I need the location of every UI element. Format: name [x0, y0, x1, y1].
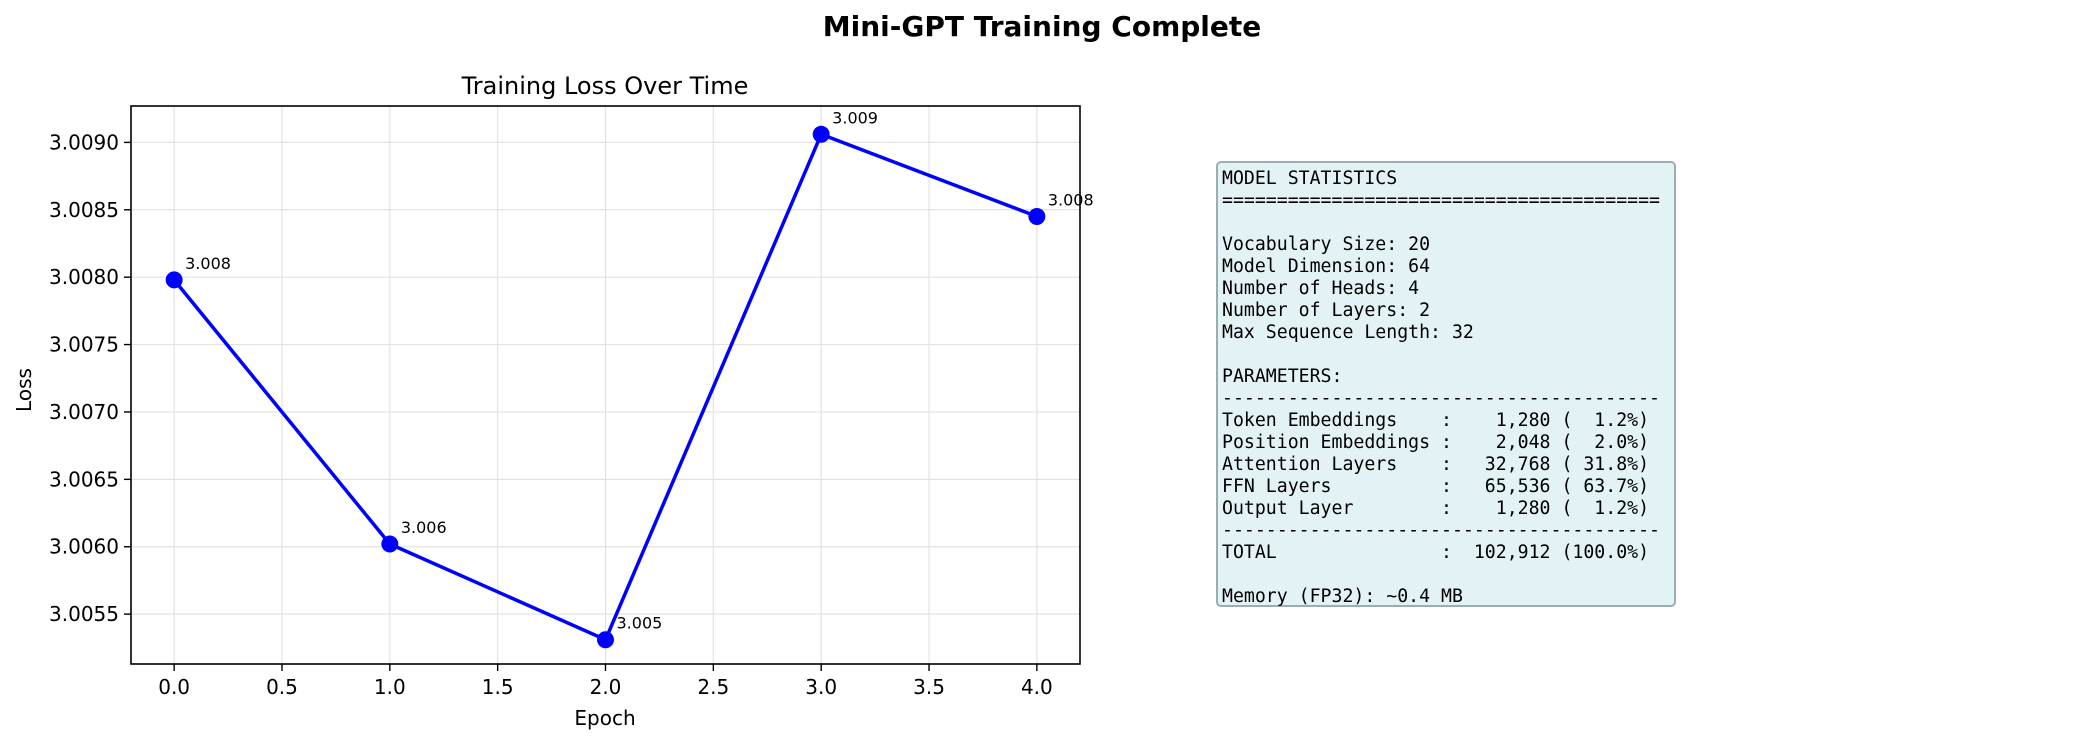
loss-series	[165, 125, 1046, 649]
model-statistics-text: MODEL STATISTICS =======================…	[1222, 168, 1660, 607]
x-tick-label: 2.0	[590, 675, 622, 699]
y-tick-label: 3.0075	[49, 333, 119, 357]
chart-title: Training Loss Over Time	[461, 72, 749, 100]
grid	[131, 106, 1080, 664]
x-tick-label: 3.5	[913, 675, 945, 699]
x-tick-label: 0.0	[158, 675, 190, 699]
data-point	[165, 271, 183, 289]
data-label: 3.005	[617, 614, 663, 633]
model-statistics-panel: MODEL STATISTICS =======================…	[1216, 161, 1676, 607]
y-tick-label: 3.0080	[49, 265, 119, 289]
y-tick-label: 3.0085	[49, 198, 119, 222]
data-label: 3.008	[1048, 191, 1094, 210]
y-tick-label: 3.0055	[49, 602, 119, 626]
x-tick-label: 0.5	[266, 675, 298, 699]
y-tick-label: 3.0060	[49, 535, 119, 559]
x-tick-label: 1.0	[374, 675, 406, 699]
y-tick-label: 3.0070	[49, 400, 119, 424]
x-tick-label: 1.5	[482, 675, 514, 699]
x-axis-label: Epoch	[574, 706, 635, 730]
y-tick-label: 3.0065	[49, 467, 119, 491]
axis-ticks: 0.0 0.5 1.0 1.5 2.0 2.5 3.0 3.5 4.0 3.0055 3.0060 3…	[49, 130, 1053, 699]
data-label: 3.006	[401, 518, 447, 537]
x-tick-label: 2.5	[697, 675, 729, 699]
data-point	[597, 631, 614, 649]
x-tick-label: 4.0	[1021, 675, 1053, 699]
x-tick-label: 3.0	[805, 675, 837, 699]
data-labels: 3.008 3.006 3.005 3.009 3.008	[185, 108, 1094, 632]
figure-suptitle: Mini-GPT Training Complete	[823, 10, 1262, 43]
data-point	[812, 125, 830, 143]
y-tick-label: 3.0090	[49, 130, 119, 154]
data-point	[381, 535, 399, 553]
data-point	[1028, 208, 1046, 226]
chart-plot-area: 0.0 0.5 1.0 1.5 2.0 2.5 3.0 3.5 4.0 3.0055 3.0060 3…	[49, 105, 1094, 699]
y-axis-label: Loss	[12, 368, 36, 412]
data-label: 3.008	[185, 254, 231, 273]
data-label: 3.009	[832, 108, 878, 127]
